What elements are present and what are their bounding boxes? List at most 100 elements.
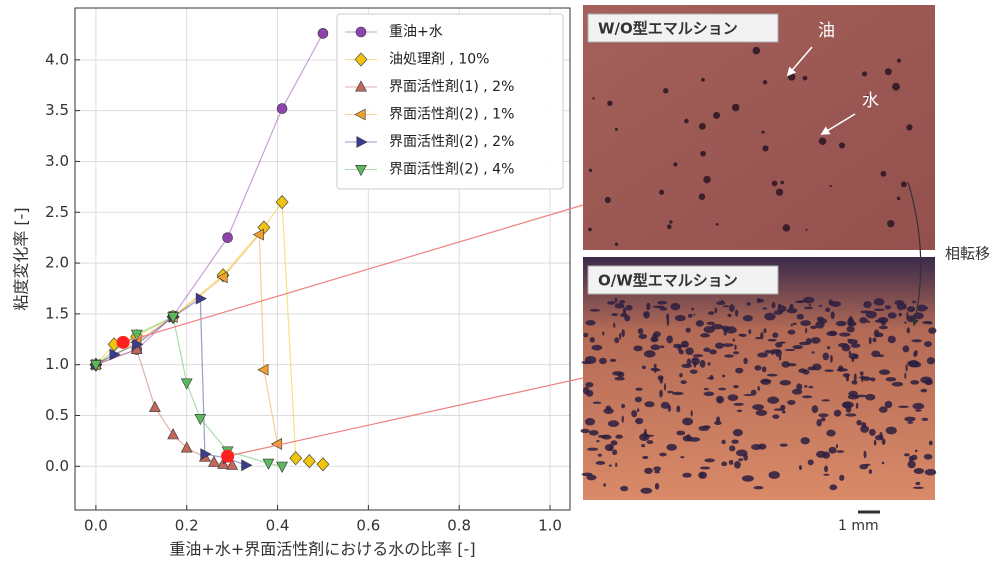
oil-patch (727, 314, 729, 316)
oil-patch (644, 350, 656, 357)
oil-patch (704, 326, 715, 333)
oil-patch (757, 353, 768, 358)
oil-patch (870, 377, 875, 381)
oil-patch (904, 453, 910, 456)
oil-patch (658, 375, 664, 380)
droplet (716, 223, 719, 226)
oil-patch (635, 388, 642, 391)
oil-patch (808, 459, 814, 465)
oil-patch (898, 406, 909, 408)
oil-patch (621, 329, 624, 337)
point (242, 460, 252, 471)
point (150, 401, 161, 411)
oil-patch (742, 475, 754, 481)
oil-patch (728, 394, 739, 401)
droplet (901, 181, 907, 187)
droplet (713, 112, 720, 119)
oil-patch (608, 420, 619, 427)
y-tick-label: 3.0 (45, 152, 69, 170)
oil-patch (788, 330, 796, 335)
image-label: W/O型エマルション (598, 20, 738, 38)
oil-patch (829, 447, 837, 454)
oil-patch (585, 320, 595, 326)
oil-patch (651, 344, 661, 350)
oil-patch (714, 307, 717, 313)
callout-line (123, 205, 583, 342)
oil-patch (869, 469, 872, 474)
oil-patch (706, 322, 715, 325)
oil-patch (598, 454, 602, 457)
oil-patch (635, 418, 643, 424)
oil-patch (927, 322, 932, 324)
oil-patch (721, 440, 725, 444)
oil-patch (879, 406, 888, 412)
oil-patch (685, 328, 690, 333)
oil-patch (849, 351, 851, 355)
point (277, 104, 287, 114)
oil-patch (847, 326, 855, 333)
oil-patch (859, 317, 867, 323)
oil-patch (913, 487, 924, 489)
y-axis-label: 粘度変化率 [-] (12, 207, 31, 310)
oil-patch (798, 368, 806, 373)
oil-patch (888, 312, 897, 318)
oil-patch (860, 371, 864, 375)
oil-patch (856, 420, 862, 426)
oil-patch (735, 310, 738, 317)
oil-patch (681, 364, 692, 368)
figure: W/O型エマルション O/W型エマルション 油 水 相転移 1 mm 0.00.… (0, 0, 991, 569)
oil-patch (688, 314, 693, 318)
oil-patch (867, 321, 870, 323)
oil-patch (733, 403, 744, 406)
oil-patch (885, 305, 891, 309)
oil-patch (838, 343, 849, 347)
highlight-point (221, 450, 234, 463)
oil-patch (856, 403, 859, 409)
oil-patch (892, 382, 903, 387)
oil-patch (691, 308, 694, 311)
oil-patch (685, 347, 693, 355)
oil-patch (769, 471, 780, 479)
oil-patch (737, 410, 742, 413)
droplet (862, 71, 867, 76)
oil-patch (681, 341, 689, 348)
oil-patch (615, 298, 618, 303)
oil-patch (676, 406, 680, 413)
oil-patch (721, 462, 727, 467)
oil-patch (839, 475, 844, 481)
droplet (885, 68, 892, 75)
legend-label: 界面活性剤(2) , 1% (389, 107, 514, 123)
oil-patch (614, 377, 624, 381)
oil-patch (664, 383, 666, 391)
oil-patch (641, 444, 645, 447)
oil-patch (772, 332, 778, 338)
oil-patch (804, 307, 813, 310)
oil-patch (754, 365, 761, 370)
highlight-point (117, 336, 130, 349)
oil-patch (739, 334, 746, 337)
oil-patch (678, 346, 682, 352)
oil-patch (585, 418, 595, 425)
oil-patch (925, 469, 937, 476)
oil-patch (654, 364, 657, 369)
oil-patch (624, 315, 630, 321)
micrographs (580, 5, 936, 500)
droplet (803, 76, 808, 81)
oil-patch (603, 483, 606, 487)
oil-patch (782, 410, 786, 413)
oil-patch (812, 405, 819, 413)
oil-patch (805, 328, 807, 333)
droplet (805, 229, 807, 231)
droplet (762, 145, 768, 151)
oil-patch (903, 345, 910, 352)
oil-patch (680, 456, 684, 458)
oil-patch (818, 413, 828, 417)
point (318, 28, 328, 38)
oil-patch (924, 454, 933, 460)
oil-patch (879, 369, 890, 375)
oil-patch (733, 351, 739, 354)
oil-patch (907, 327, 911, 333)
oil-patch (729, 445, 735, 451)
droplet (592, 97, 594, 99)
oil-patch (644, 401, 654, 407)
